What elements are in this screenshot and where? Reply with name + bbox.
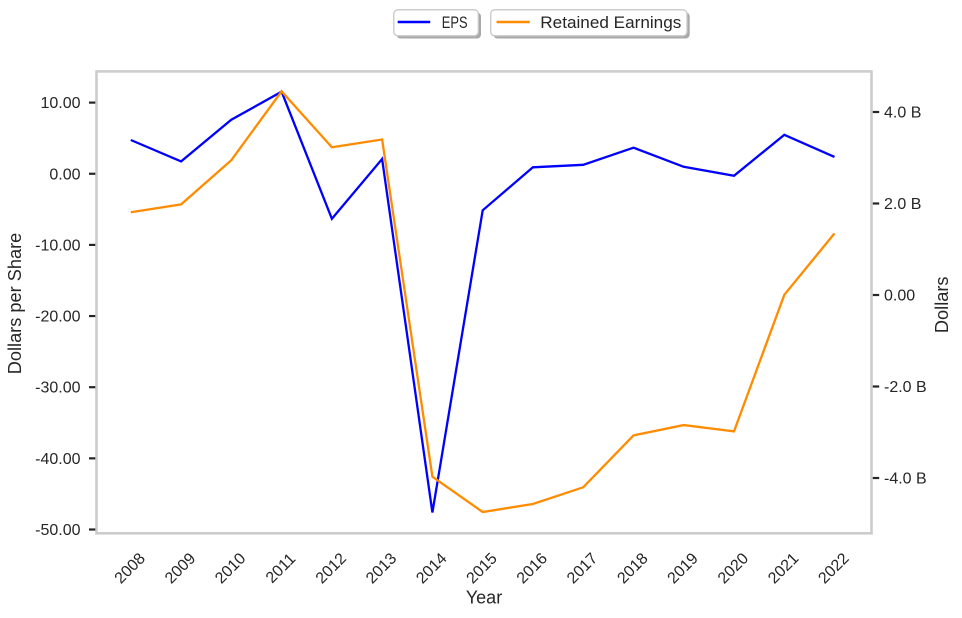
svg-text:0.00: 0.00 [49, 166, 80, 183]
svg-text:2022: 2022 [815, 550, 852, 587]
svg-text:-20.00: -20.00 [35, 309, 80, 326]
svg-text:2015: 2015 [464, 550, 501, 587]
svg-text:-10.00: -10.00 [35, 237, 80, 254]
svg-text:2014: 2014 [413, 550, 450, 587]
svg-text:2010: 2010 [212, 550, 249, 587]
svg-text:-50.00: -50.00 [35, 522, 80, 539]
svg-text:2012: 2012 [313, 550, 350, 587]
svg-text:Retained Earnings: Retained Earnings [540, 13, 681, 32]
svg-text:2018: 2018 [614, 550, 651, 587]
svg-text:2016: 2016 [514, 550, 551, 587]
svg-text:2021: 2021 [765, 550, 802, 587]
svg-text:-30.00: -30.00 [35, 380, 80, 397]
svg-text:-4.0 B: -4.0 B [884, 471, 927, 488]
svg-text:-40.00: -40.00 [35, 451, 80, 468]
svg-text:-2.0 B: -2.0 B [884, 379, 927, 396]
svg-text:EPS: EPS [442, 13, 468, 32]
svg-text:2.0 B: 2.0 B [884, 196, 921, 213]
svg-text:2017: 2017 [564, 550, 601, 587]
svg-text:10.00: 10.00 [40, 95, 80, 112]
svg-text:2011: 2011 [263, 550, 299, 586]
svg-text:2013: 2013 [363, 550, 400, 587]
svg-text:Year: Year [466, 588, 502, 608]
svg-text:2008: 2008 [112, 550, 149, 587]
svg-text:0.00: 0.00 [884, 288, 915, 305]
svg-text:2020: 2020 [715, 550, 752, 587]
svg-text:Dollars: Dollars [932, 276, 952, 333]
svg-text:2019: 2019 [665, 550, 702, 587]
svg-text:Dollars per Share: Dollars per Share [5, 233, 25, 375]
svg-text:2009: 2009 [162, 550, 199, 587]
svg-text:4.0 B: 4.0 B [884, 105, 921, 122]
